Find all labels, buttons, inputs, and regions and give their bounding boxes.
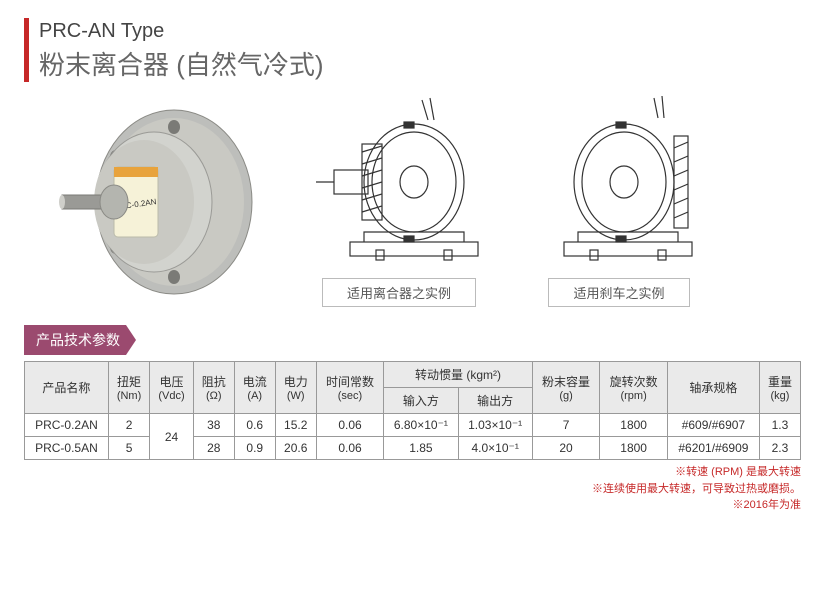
cell-bearing: #609/#6907: [667, 414, 759, 437]
images-row: PRC-0.2AN: [44, 92, 801, 307]
col-resistance: 阻抗(Ω): [193, 362, 234, 414]
clutch-diagram-block: 适用离合器之实例: [304, 92, 494, 307]
spec-section-header: 产品技术参数: [24, 325, 136, 355]
col-rpm: 旋转次数(rpm): [600, 362, 668, 414]
clutch-caption: 适用离合器之实例: [322, 278, 476, 307]
cell-rpm: 1800: [600, 437, 668, 460]
col-voltage: 电压(Vdc): [150, 362, 194, 414]
cell-current: 0.9: [234, 437, 275, 460]
brake-diagram-block: 适用刹车之实例: [524, 92, 714, 307]
brake-caption: 适用刹车之实例: [548, 278, 689, 307]
col-torque: 扭矩(Nm): [108, 362, 149, 414]
cell-inertia-in: 6.80×10⁻¹: [384, 414, 458, 437]
cell-resistance: 28: [193, 437, 234, 460]
col-powder: 粉末容量(g): [532, 362, 600, 414]
product-title: 粉末离合器 (自然气冷式): [39, 45, 324, 82]
cell-inertia-out: 4.0×10⁻¹: [458, 437, 532, 460]
col-current: 电流(A): [234, 362, 275, 414]
cell-time: 0.06: [316, 437, 384, 460]
col-time: 时间常数(sec): [316, 362, 384, 414]
header-accent-bar: [24, 18, 29, 82]
cell-bearing: #6201/#6909: [667, 437, 759, 460]
cell-weight: 2.3: [759, 437, 800, 460]
table-row: PRC-0.5AN 5 28 0.9 20.6 0.06 1.85 4.0×10…: [25, 437, 801, 460]
note-line: ※转速 (RPM) 是最大转速: [24, 464, 801, 481]
note-line: ※连续使用最大转速，可导致过热或磨损。: [24, 481, 801, 498]
cell-power: 15.2: [275, 414, 316, 437]
col-power: 电力(W): [275, 362, 316, 414]
page-header: PRC-AN Type 粉末离合器 (自然气冷式): [24, 18, 801, 82]
col-inertia-group: 转动惯量 (kgm²): [384, 362, 533, 388]
col-inertia-in: 输入方: [384, 388, 458, 414]
footnotes: ※转速 (RPM) 是最大转速 ※连续使用最大转速，可导致过热或磨损。 ※201…: [24, 464, 801, 514]
table-row: PRC-0.2AN 2 24 38 0.6 15.2 0.06 6.80×10⁻…: [25, 414, 801, 437]
cell-inertia-out: 1.03×10⁻¹: [458, 414, 532, 437]
cell-time: 0.06: [316, 414, 384, 437]
cell-name: PRC-0.5AN: [25, 437, 109, 460]
col-inertia-out: 输出方: [458, 388, 532, 414]
cell-powder: 7: [532, 414, 600, 437]
col-bearing: 轴承规格: [667, 362, 759, 414]
cell-rpm: 1800: [600, 414, 668, 437]
cell-power: 20.6: [275, 437, 316, 460]
cell-torque: 5: [108, 437, 149, 460]
brake-diagram-icon: [524, 92, 714, 272]
cell-powder: 20: [532, 437, 600, 460]
cell-current: 0.6: [234, 414, 275, 437]
note-line: ※2016年为准: [24, 497, 801, 514]
clutch-diagram-icon: [304, 92, 494, 272]
cell-voltage: 24: [150, 414, 194, 460]
cell-weight: 1.3: [759, 414, 800, 437]
cell-inertia-in: 1.85: [384, 437, 458, 460]
cell-name: PRC-0.2AN: [25, 414, 109, 437]
col-name: 产品名称: [25, 362, 109, 414]
spec-table: 产品名称 扭矩(Nm) 电压(Vdc) 阻抗(Ω) 电流(A) 电力(W) 时间…: [24, 361, 801, 460]
product-type: PRC-AN Type: [39, 20, 324, 43]
product-photo: PRC-0.2AN: [44, 97, 274, 307]
cell-resistance: 38: [193, 414, 234, 437]
col-weight: 重量(kg): [759, 362, 800, 414]
header-text-block: PRC-AN Type 粉末离合器 (自然气冷式): [39, 18, 324, 82]
cell-torque: 2: [108, 414, 149, 437]
